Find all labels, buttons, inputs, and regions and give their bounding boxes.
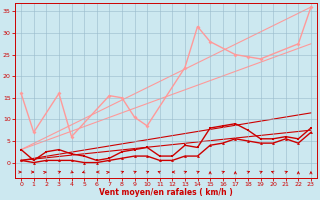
X-axis label: Vent moyen/en rafales ( km/h ): Vent moyen/en rafales ( km/h ) xyxy=(99,188,233,197)
